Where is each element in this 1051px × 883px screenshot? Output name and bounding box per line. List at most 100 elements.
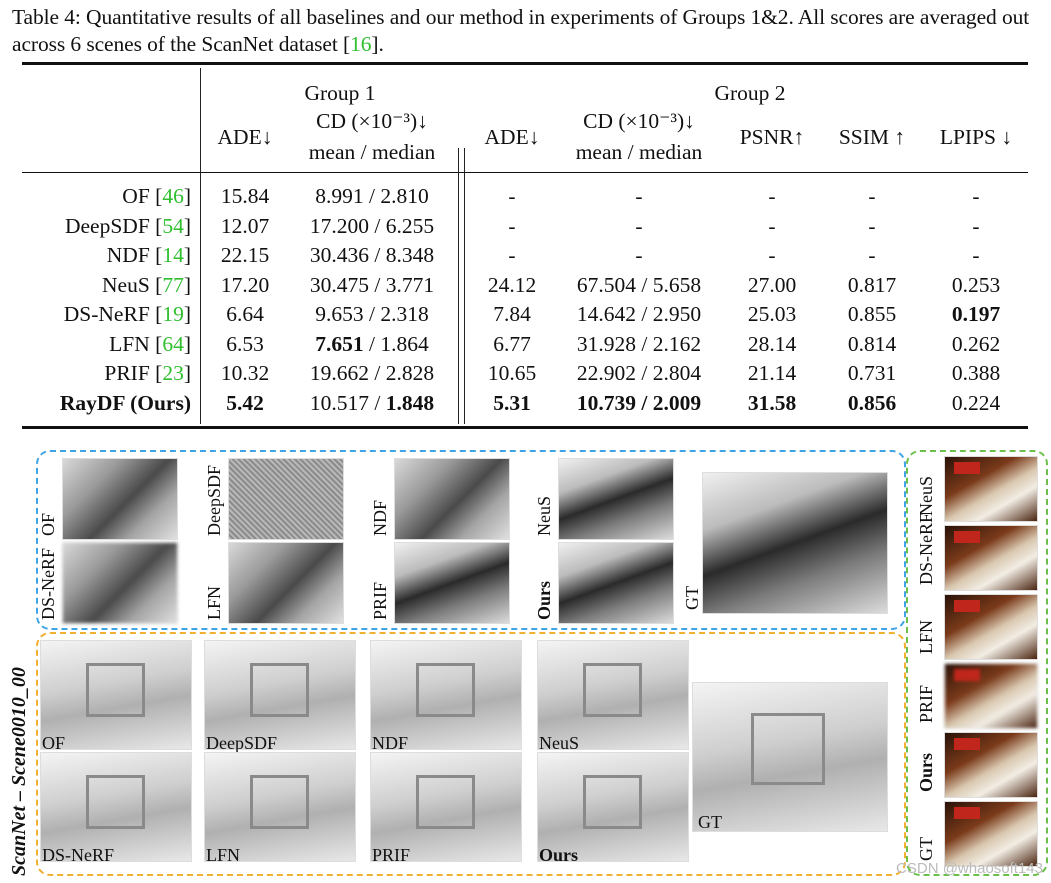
- cd-separator: /: [363, 184, 381, 208]
- cell-psnr: 31.58: [747, 390, 797, 415]
- method-cite: 77: [162, 272, 184, 297]
- group1-header: Group 1: [304, 81, 376, 105]
- cd-separator: /: [369, 272, 386, 297]
- cite-close: ]: [183, 331, 191, 356]
- cell-psnr: 25.03: [747, 302, 797, 326]
- cell-ssim: 0.817: [847, 272, 897, 297]
- cd-mean: 9.653: [315, 302, 364, 326]
- cd-median: 1.864: [380, 331, 429, 356]
- caption-end: ].: [371, 32, 384, 56]
- cell-psnr: 21.14: [747, 361, 797, 385]
- mesh-label: PRIF: [372, 845, 411, 865]
- method-name: NDF: [106, 243, 150, 267]
- cd-separator: /: [363, 331, 381, 356]
- divider-groups-b: [464, 148, 465, 424]
- mesh-thumb: [370, 640, 522, 750]
- method-name: LFN: [109, 331, 150, 356]
- mesh-gt-thumb: [692, 682, 888, 832]
- lpips-header: LPIPS ↓: [939, 125, 1013, 149]
- cell-lpips: 0.253: [951, 272, 1001, 297]
- depth-label: NeuS: [534, 496, 554, 536]
- cell-g2_cd: -: [635, 213, 643, 238]
- cell-g2_ade: 7.84: [493, 302, 531, 326]
- cd-mean: 8.991: [315, 184, 364, 208]
- cell-g1-cd: 30.436 / 8.348: [292, 242, 452, 268]
- cd-median: 8.348: [385, 243, 435, 267]
- cell-g2_ade: -: [508, 243, 516, 267]
- depth-thumb: [558, 542, 674, 624]
- cell-lpips: -: [972, 243, 980, 267]
- cd-median: 2.828: [385, 361, 435, 385]
- cell-g2_cd: 67.504 / 5.658: [576, 272, 702, 297]
- g1-ade-header: ADE↓: [217, 125, 273, 149]
- cell-g2_cd: -: [635, 243, 643, 267]
- cell-g1_ade: 6.53: [226, 331, 264, 356]
- method-label: LFN [64]: [4, 331, 191, 357]
- cell-g2_cd: 31.928 / 2.162: [576, 331, 702, 356]
- method-name: RayDF (Ours): [59, 390, 191, 415]
- rgb-thumb: [944, 801, 1038, 867]
- mesh-thumb: [537, 752, 689, 862]
- method-cite: 54: [162, 213, 184, 238]
- cd-separator: /: [369, 213, 386, 238]
- mesh-label: NDF: [372, 733, 409, 753]
- cell-g1-cd: 9.653 / 2.318: [292, 301, 452, 327]
- cell-g2_ade: 5.31: [493, 390, 531, 415]
- method-label: OF [46]: [4, 183, 191, 209]
- divider-methods: [200, 68, 201, 424]
- cell-g1_ade: 5.42: [226, 390, 264, 415]
- cd-median: 1.848: [385, 390, 435, 415]
- table-bottom-rule: [22, 426, 1028, 429]
- rgb-thumb: [944, 594, 1038, 660]
- cell-psnr: -: [768, 243, 776, 267]
- method-cite: 64: [162, 331, 184, 356]
- mesh-thumb: [40, 752, 192, 862]
- cd-mean: 17.200: [309, 213, 369, 238]
- depth-label-gt: GT: [682, 586, 702, 610]
- cd-mean: 30.475: [309, 272, 369, 297]
- rgb-label: PRIF: [916, 684, 936, 723]
- cell-g2_ade: 6.77: [493, 331, 531, 356]
- mesh-label: LFN: [206, 845, 241, 865]
- mesh-label: OF: [42, 733, 66, 753]
- cite-close: ]: [183, 213, 191, 238]
- cell-g1_ade: 15.84: [220, 184, 270, 208]
- mesh-thumb: [204, 640, 356, 750]
- cite-close: ]: [183, 302, 191, 326]
- depth-thumb: [228, 458, 344, 540]
- mesh-thumb: [370, 752, 522, 862]
- method-name: PRIF: [104, 361, 150, 385]
- cite-close: ]: [183, 361, 191, 385]
- cell-lpips: 0.262: [951, 331, 1001, 356]
- g2-ade-header: ADE↓: [484, 125, 540, 149]
- cd-mean: 10.517: [309, 390, 369, 415]
- rgb-panel-box: [906, 450, 1048, 876]
- rgb-thumb: [944, 525, 1038, 591]
- cell-ssim: 0.731: [847, 361, 897, 385]
- g1-cd-header: CD (×10⁻³)↓: [316, 109, 428, 133]
- caption-text: Table 4: Quantitative results of all bas…: [12, 5, 1030, 56]
- cell-lpips: 0.197: [951, 302, 1001, 326]
- depth-thumb: [394, 458, 510, 540]
- method-cite: 46: [162, 184, 184, 208]
- rgb-thumb: [944, 456, 1038, 522]
- cell-g2_cd: 10.739 / 2.009: [576, 390, 702, 415]
- depth-thumb: [558, 458, 674, 540]
- table-header-rule: [22, 172, 1028, 173]
- g1-cd-subheader: mean / median: [308, 140, 436, 164]
- depth-thumb: [62, 542, 178, 624]
- cell-lpips: 0.388: [951, 361, 1001, 385]
- depth-thumb: [62, 458, 178, 540]
- cell-g2_ade: 24.12: [487, 272, 537, 297]
- cd-mean: 7.651: [315, 331, 364, 356]
- g2-cd-header: CD (×10⁻³)↓: [583, 109, 695, 133]
- depth-label: NDF: [370, 499, 390, 536]
- cd-separator: /: [369, 361, 386, 385]
- mesh-thumb: [40, 640, 192, 750]
- depth-label: DS-NeRF: [38, 547, 58, 620]
- method-cite: 23: [162, 361, 184, 385]
- rgb-thumb: [944, 663, 1038, 729]
- cd-separator: /: [363, 302, 381, 326]
- method-label: DeepSDF [54]: [4, 213, 191, 239]
- cd-mean: 19.662: [309, 361, 369, 385]
